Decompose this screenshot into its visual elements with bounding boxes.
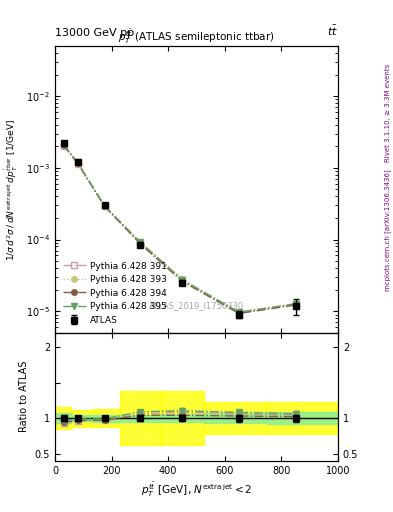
Pythia 6.428 393	[102, 203, 107, 209]
Pythia 6.428 394	[138, 241, 142, 247]
Line: Pythia 6.428 391: Pythia 6.428 391	[61, 143, 298, 315]
Pythia 6.428 393	[138, 239, 142, 245]
Pythia 6.428 393	[293, 301, 298, 307]
Pythia 6.428 394	[293, 302, 298, 308]
Pythia 6.428 393	[180, 276, 185, 282]
Text: Rivet 3.1.10, ≥ 3.3M events: Rivet 3.1.10, ≥ 3.3M events	[385, 63, 391, 162]
Line: Pythia 6.428 395: Pythia 6.428 395	[61, 142, 298, 315]
Pythia 6.428 395	[61, 141, 66, 147]
Text: 13000 GeV pp: 13000 GeV pp	[55, 28, 134, 38]
X-axis label: $p_T^{t\bar{t}}$ [GeV], $N^{\mathrm{extra\,jet}} < 2$: $p_T^{t\bar{t}}$ [GeV], $N^{\mathrm{extr…	[141, 481, 252, 500]
Line: Pythia 6.428 394: Pythia 6.428 394	[61, 142, 298, 316]
Text: mcplots.cern.ch [arXiv:1306.3436]: mcplots.cern.ch [arXiv:1306.3436]	[384, 169, 391, 291]
Pythia 6.428 391	[61, 142, 66, 148]
Pythia 6.428 395	[237, 309, 241, 315]
Pythia 6.428 394	[237, 310, 241, 316]
Y-axis label: $1/\sigma\,d^2\sigma\,/\,dN^{\mathrm{extra\,jet}}\,dp_T^{\bar{t}\mathrm{bar}}$ [: $1/\sigma\,d^2\sigma\,/\,dN^{\mathrm{ext…	[4, 118, 20, 261]
Legend: Pythia 6.428 391, Pythia 6.428 393, Pythia 6.428 394, Pythia 6.428 395, ATLAS: Pythia 6.428 391, Pythia 6.428 393, Pyth…	[59, 258, 171, 328]
Pythia 6.428 394	[102, 203, 107, 209]
Title: $p_T^{t\bar{t}}$ (ATLAS semileptonic ttbar): $p_T^{t\bar{t}}$ (ATLAS semileptonic ttb…	[118, 27, 275, 46]
Pythia 6.428 395	[293, 301, 298, 307]
Text: $t\bar{t}$: $t\bar{t}$	[327, 24, 338, 38]
Pythia 6.428 391	[102, 203, 107, 209]
Pythia 6.428 391	[138, 240, 142, 246]
Pythia 6.428 395	[75, 159, 80, 165]
Pythia 6.428 395	[138, 239, 142, 245]
Pythia 6.428 395	[180, 276, 185, 283]
Pythia 6.428 393	[237, 309, 241, 315]
Pythia 6.428 395	[102, 203, 107, 209]
Pythia 6.428 391	[75, 160, 80, 166]
Pythia 6.428 394	[61, 142, 66, 148]
Pythia 6.428 391	[293, 301, 298, 307]
Pythia 6.428 393	[75, 160, 80, 166]
Pythia 6.428 394	[180, 279, 185, 285]
Pythia 6.428 393	[61, 142, 66, 148]
Text: ATLAS_2019_I1750330: ATLAS_2019_I1750330	[149, 301, 244, 310]
Y-axis label: Ratio to ATLAS: Ratio to ATLAS	[19, 361, 29, 433]
Pythia 6.428 394	[75, 160, 80, 166]
Pythia 6.428 391	[180, 277, 185, 283]
Line: Pythia 6.428 393: Pythia 6.428 393	[61, 142, 298, 315]
Pythia 6.428 391	[237, 310, 241, 316]
